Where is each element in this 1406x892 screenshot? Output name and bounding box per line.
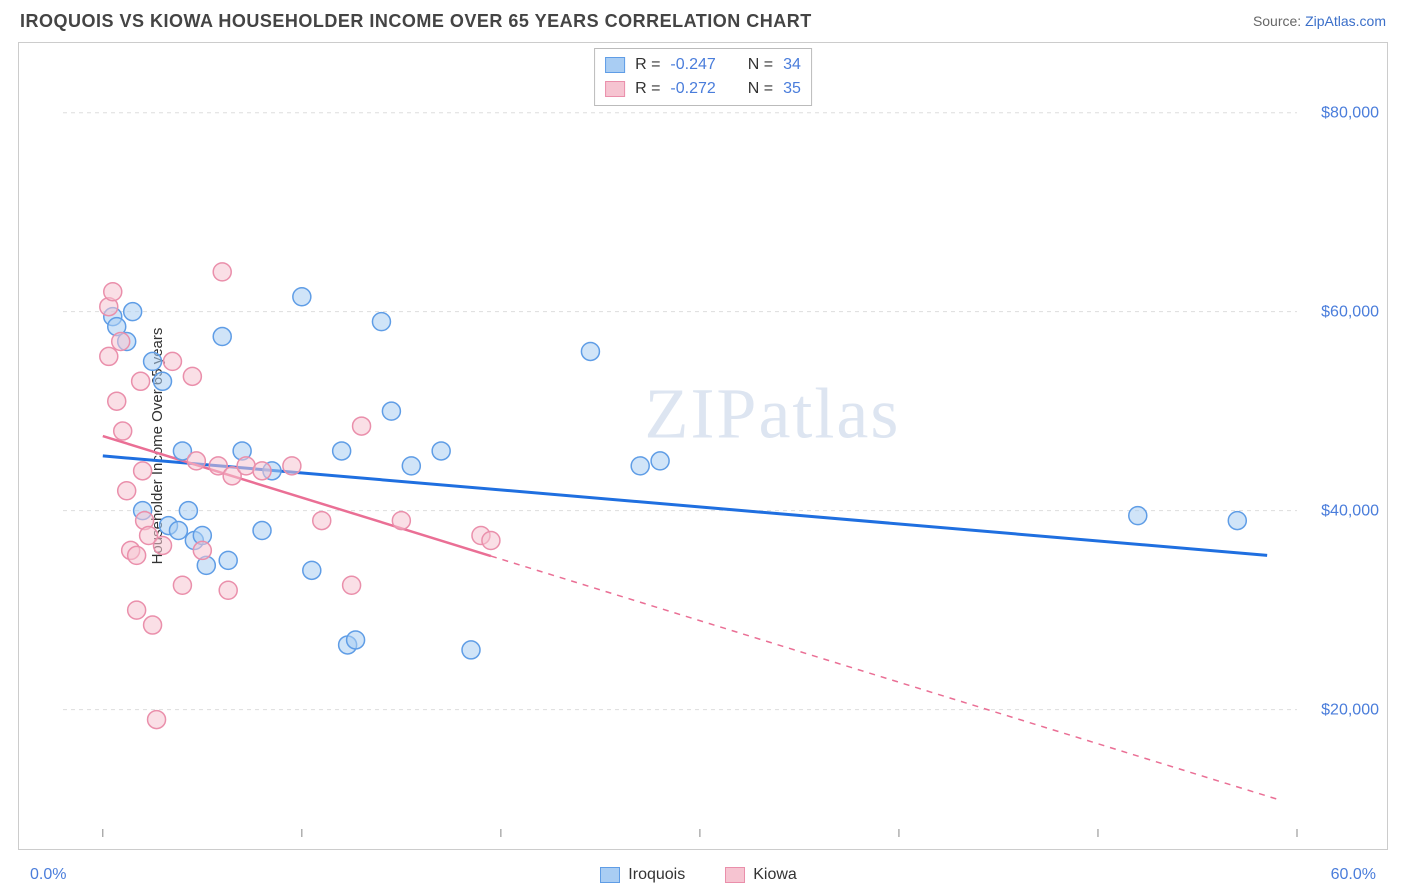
chart-svg: $20,000 $40,000 $60,000 $80,000	[51, 43, 1387, 849]
y-tick-label: $20,000	[1321, 702, 1379, 719]
data-point	[581, 342, 599, 360]
bottom-legend: 0.0% Iroquois Kiowa 60.0%	[0, 866, 1406, 884]
data-point	[1228, 512, 1246, 530]
y-tick-label: $80,000	[1321, 105, 1379, 122]
data-point	[347, 631, 365, 649]
header: IROQUOIS VS KIOWA HOUSEHOLDER INCOME OVE…	[0, 0, 1406, 42]
legend-swatch	[600, 867, 620, 883]
source-link[interactable]: ZipAtlas.com	[1305, 13, 1386, 29]
correlation-row: R = -0.272 N = 35	[605, 77, 801, 101]
r-label: R =	[635, 77, 660, 101]
legend-item: Kiowa	[725, 866, 797, 884]
data-point	[1129, 507, 1147, 525]
data-point	[482, 531, 500, 549]
data-point	[128, 546, 146, 564]
data-point	[154, 372, 172, 390]
n-label: N =	[748, 77, 773, 101]
legend-item: Iroquois	[600, 866, 685, 884]
data-point	[104, 283, 122, 301]
correlation-legend: R = -0.247 N = 34 R = -0.272 N = 35	[594, 48, 812, 106]
legend-label: Kiowa	[753, 866, 797, 884]
data-point	[253, 462, 271, 480]
data-point	[124, 303, 142, 321]
legend-label: Iroquois	[628, 866, 685, 884]
data-point	[392, 512, 410, 530]
data-point	[382, 402, 400, 420]
chart-container: IROQUOIS VS KIOWA HOUSEHOLDER INCOME OVE…	[0, 0, 1406, 892]
data-point	[303, 561, 321, 579]
correlation-row: R = -0.247 N = 34	[605, 53, 801, 77]
data-point	[154, 536, 172, 554]
data-point	[144, 616, 162, 634]
data-point	[183, 367, 201, 385]
data-point	[372, 313, 390, 331]
chart-title: IROQUOIS VS KIOWA HOUSEHOLDER INCOME OVE…	[20, 11, 812, 32]
y-tick-label: $40,000	[1321, 503, 1379, 520]
data-point	[333, 442, 351, 460]
data-point	[193, 541, 211, 559]
data-point	[132, 372, 150, 390]
plot-frame: Householder Income Over 65 years $20,000…	[18, 42, 1388, 850]
data-point	[631, 457, 649, 475]
n-value: 34	[783, 53, 801, 77]
data-point	[118, 482, 136, 500]
data-point	[651, 452, 669, 470]
n-value: 35	[783, 77, 801, 101]
x-axis-max-label: 60.0%	[1331, 866, 1376, 884]
source-prefix: Source:	[1253, 13, 1305, 29]
r-label: R =	[635, 53, 660, 77]
data-point	[100, 347, 118, 365]
legend-swatch	[605, 57, 625, 73]
data-point	[114, 422, 132, 440]
data-point	[148, 711, 166, 729]
data-point	[179, 502, 197, 520]
r-value: -0.247	[670, 53, 715, 77]
legend-swatch	[605, 81, 625, 97]
data-point	[128, 601, 146, 619]
data-point	[313, 512, 331, 530]
data-point	[283, 457, 301, 475]
data-point	[134, 462, 152, 480]
legend-swatch	[725, 867, 745, 883]
data-point	[343, 576, 361, 594]
series-legend: Iroquois Kiowa	[600, 866, 797, 884]
n-label: N =	[748, 53, 773, 77]
r-value: -0.272	[670, 77, 715, 101]
data-point	[353, 417, 371, 435]
data-point	[219, 581, 237, 599]
source-attribution: Source: ZipAtlas.com	[1253, 13, 1386, 29]
data-point	[187, 452, 205, 470]
data-point	[213, 328, 231, 346]
data-point	[219, 551, 237, 569]
data-point	[108, 392, 126, 410]
data-point	[462, 641, 480, 659]
data-point	[112, 333, 130, 351]
data-point	[253, 522, 271, 540]
data-point	[213, 263, 231, 281]
y-tick-label: $60,000	[1321, 304, 1379, 321]
trend-line-ext	[491, 556, 1277, 799]
data-point	[173, 576, 191, 594]
data-point	[169, 522, 187, 540]
data-point	[163, 352, 181, 370]
plot-inner: $20,000$40,000$60,000$80,000 ZIPatlas	[51, 43, 1387, 849]
x-axis-min-label: 0.0%	[30, 866, 66, 884]
data-point	[402, 457, 420, 475]
data-point	[293, 288, 311, 306]
data-point	[144, 352, 162, 370]
data-point	[432, 442, 450, 460]
